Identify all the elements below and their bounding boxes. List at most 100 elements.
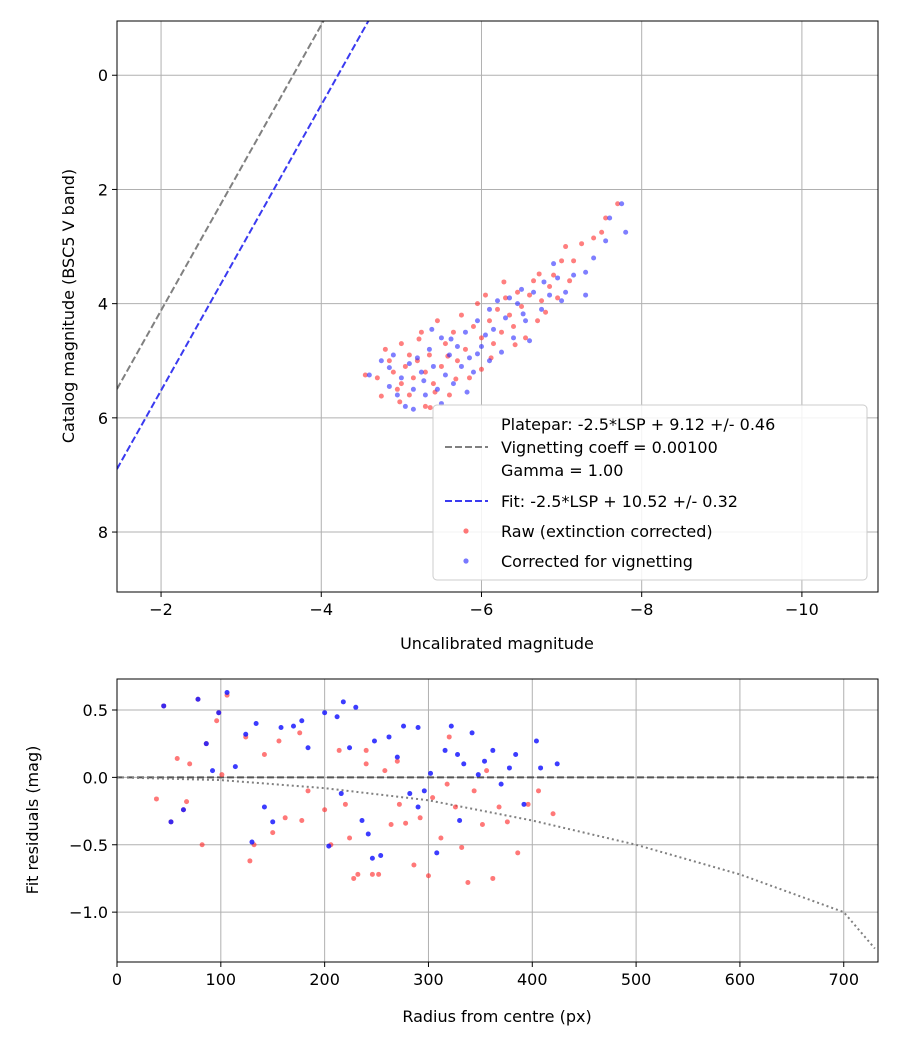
raw-residual-point	[490, 875, 496, 881]
x-tick-label: 700	[828, 970, 859, 989]
raw-residual-point	[411, 862, 417, 868]
raw-residual-point	[446, 734, 452, 740]
raw-residual-point	[396, 801, 402, 807]
corrected-residual-point	[428, 770, 434, 776]
corrected-point	[623, 229, 629, 235]
x-tick-label: 600	[725, 970, 756, 989]
corrected-residual-point	[359, 818, 365, 823]
bottom-corrected-points	[161, 689, 560, 861]
raw-point	[551, 272, 557, 278]
raw-point	[591, 235, 597, 241]
corrected-residual-point	[482, 758, 488, 764]
raw-point	[511, 323, 517, 329]
corrected-residual-point	[161, 703, 167, 709]
corrected-point	[503, 315, 509, 321]
raw-point	[563, 244, 569, 250]
corrected-residual-point	[168, 819, 174, 825]
corrected-point	[486, 306, 492, 312]
raw-point	[503, 295, 509, 301]
raw-point	[501, 279, 507, 285]
raw-point	[378, 393, 384, 399]
raw-point	[603, 215, 609, 221]
top-y-axis-label: Catalog magnitude (BSC5 V band)	[59, 169, 78, 443]
raw-residual-point	[369, 871, 375, 877]
corrected-residual-point	[521, 801, 527, 807]
corrected-residual-point	[224, 689, 230, 695]
corrected-point	[559, 298, 565, 304]
top-x-ticks: −2 −4 −6 −8 −10	[149, 592, 819, 619]
raw-point	[427, 405, 433, 411]
raw-point	[438, 363, 444, 369]
corrected-point	[520, 311, 526, 317]
raw-point	[374, 375, 380, 381]
corrected-point	[474, 318, 480, 324]
corrected-residual-point	[305, 745, 311, 751]
raw-residual-point	[515, 850, 521, 856]
corrected-residual-point	[299, 718, 305, 724]
bottom-x-axis-label: Radius from centre (px)	[402, 1007, 591, 1026]
raw-point	[499, 329, 505, 335]
bottom-x-ticks: 0 100 200 300 400 500 600 700	[112, 962, 859, 989]
corrected-residual-point	[455, 751, 461, 757]
corrected-residual-point	[407, 791, 413, 797]
corrected-point	[426, 346, 432, 352]
corrected-residual-point	[290, 723, 296, 729]
raw-point	[559, 258, 565, 264]
corrected-point	[511, 335, 517, 341]
raw-residual-point	[388, 822, 394, 828]
raw-point	[386, 358, 392, 364]
corrected-point	[366, 372, 372, 378]
corrected-point	[402, 403, 408, 409]
legend-raw-label: Raw (extinction corrected)	[501, 522, 713, 541]
corrected-residual-point	[340, 699, 346, 705]
corrected-residual-point	[326, 843, 332, 849]
legend-corrected-label: Corrected for vignetting	[501, 552, 693, 571]
raw-residual-point	[363, 761, 369, 767]
raw-point	[382, 346, 388, 352]
raw-residual-point	[355, 871, 361, 877]
raw-residual-point	[536, 788, 542, 794]
corrected-point	[398, 375, 404, 381]
raw-residual-point	[322, 807, 328, 813]
raw-point	[470, 323, 476, 329]
y-tick-label: 0.0	[83, 768, 108, 787]
y-tick-label: 2	[98, 180, 108, 199]
corrected-point	[563, 289, 569, 295]
corrected-residual-point	[278, 725, 284, 731]
raw-residual-point	[363, 747, 369, 753]
x-tick-label: −6	[470, 600, 494, 619]
corrected-point	[386, 365, 392, 371]
corrected-residual-point	[415, 725, 421, 731]
corrected-point	[603, 238, 609, 244]
corrected-point	[499, 349, 505, 355]
raw-point	[579, 241, 585, 247]
corrected-residual-point	[371, 738, 377, 744]
corrected-residual-point	[394, 754, 400, 760]
corrected-residual-point	[378, 853, 384, 859]
corrected-residual-point	[249, 839, 255, 845]
raw-residual-point	[187, 761, 193, 767]
corrected-point	[414, 355, 420, 361]
raw-point	[410, 375, 416, 381]
raw-residual-point	[376, 871, 382, 877]
raw-point	[490, 341, 496, 347]
corrected-residual-point	[243, 731, 249, 737]
raw-point	[535, 318, 541, 324]
raw-point	[523, 335, 529, 341]
raw-residual-point	[199, 842, 205, 848]
raw-residual-point	[270, 830, 276, 836]
corrected-point	[434, 386, 440, 392]
raw-point	[446, 392, 452, 398]
raw-point	[426, 352, 432, 358]
raw-residual-point	[417, 815, 423, 821]
raw-residual-point	[496, 804, 502, 810]
raw-point	[527, 292, 533, 298]
raw-point	[486, 318, 492, 324]
raw-residual-point	[438, 835, 444, 841]
y-tick-label: 4	[98, 295, 108, 314]
corrected-residual-point	[538, 765, 544, 771]
raw-point	[453, 376, 459, 382]
top-y-ticks: 0 2 4 6 8	[98, 66, 117, 542]
raw-residual-point	[394, 758, 400, 764]
